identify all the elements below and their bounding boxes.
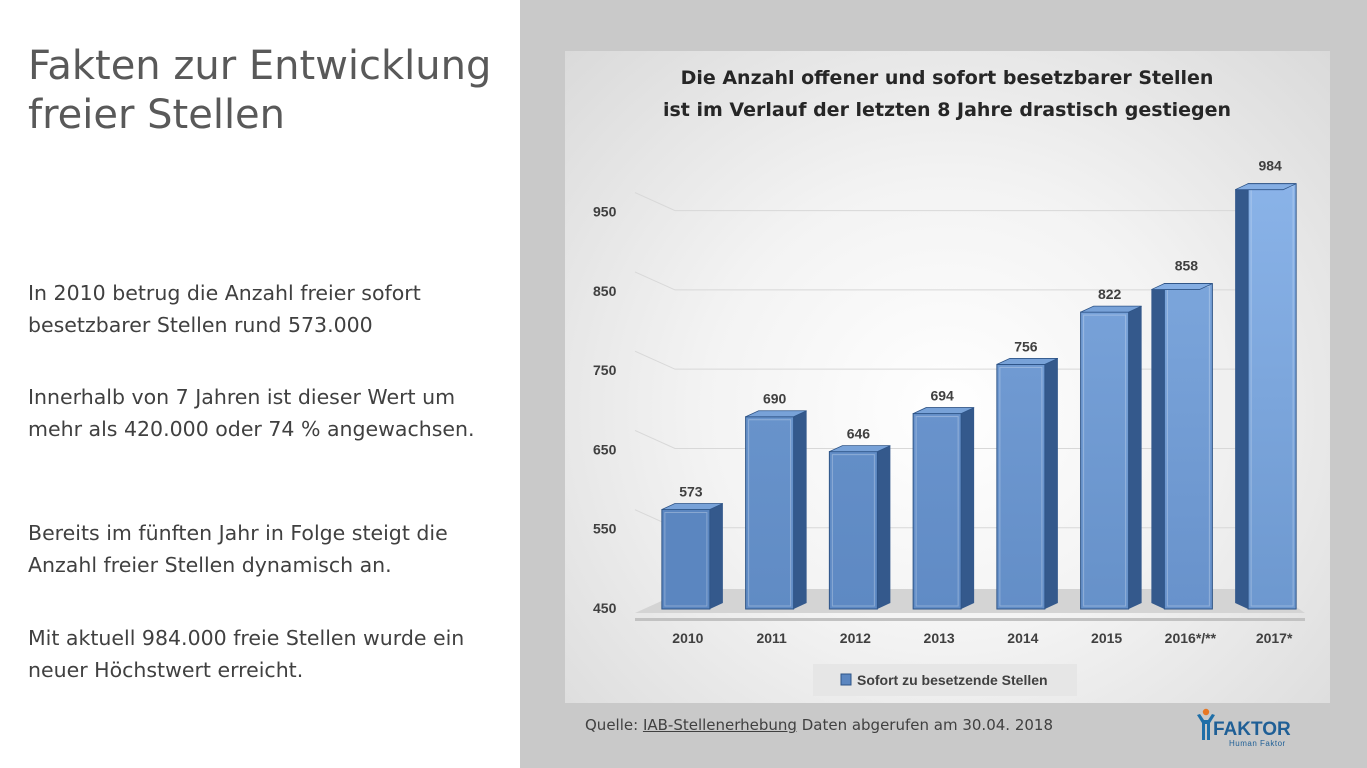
bar-top	[912, 407, 975, 414]
bar	[996, 363, 1046, 610]
data-label: 694	[930, 388, 954, 404]
text-panel: Fakten zur Entwicklung freier Stellen In…	[0, 0, 520, 768]
paragraph-2010: In 2010 betrug die Anzahl freier sofort …	[28, 281, 421, 337]
y-tick-label: 550	[593, 521, 617, 537]
x-tick-label: 2011	[756, 630, 787, 646]
bar	[912, 413, 962, 610]
bar-highlight	[915, 416, 959, 607]
gridline	[634, 271, 1270, 291]
figure-icon	[1197, 708, 1215, 740]
data-label: 646	[847, 426, 871, 442]
paragraph-growth: Innerhalb von 7 Jahren ist dieser Wert u…	[28, 385, 475, 441]
bar-side	[877, 445, 891, 609]
legend-box	[813, 664, 1077, 696]
bar-top	[745, 410, 807, 418]
bar-2012	[828, 445, 891, 610]
paragraph-record: Mit aktuell 984.000 freie Stellen wurde …	[28, 626, 465, 682]
data-label: 756	[1014, 338, 1038, 354]
bar-side	[793, 410, 807, 609]
y-tick-label: 950	[593, 204, 617, 220]
x-tick-label: 2010	[672, 630, 703, 646]
bar	[828, 451, 878, 610]
bar-2016	[1151, 283, 1213, 610]
gridline	[634, 350, 1270, 370]
chart-title-line: ist im Verlauf der letzten 8 Jahre drast…	[663, 99, 1231, 121]
bar-chart: 450 550 650 750 850 950 573 2010 690 2011 646 2012 6…	[593, 67, 1305, 696]
chart-title-line: Die Anzahl offener und sofort besetzbare…	[681, 67, 1214, 89]
gridline	[634, 192, 1270, 212]
bar-top	[1234, 183, 1297, 191]
bar-top	[829, 445, 891, 453]
bar-2015	[1080, 305, 1142, 610]
x-tick-label: 2017*	[1256, 630, 1293, 646]
source-suffix: Daten abgerufen am 30.04. 2018	[796, 716, 1053, 734]
bar-highlight	[999, 366, 1043, 607]
slide-title: Fakten zur Entwicklung freier Stellen	[28, 43, 492, 138]
source-prefix: Quelle:	[585, 716, 643, 734]
bar	[1080, 311, 1130, 610]
bar-highlight	[1083, 314, 1127, 607]
y-tick-label: 850	[593, 283, 617, 299]
bar-top	[1151, 283, 1213, 290]
faktor-logo: FAKTOR Human Faktor	[1197, 708, 1291, 748]
y-tick-label: 450	[593, 600, 617, 616]
bar-2013	[912, 407, 975, 610]
bar-highlight	[664, 511, 708, 607]
bar-side	[709, 503, 723, 609]
bar	[1163, 283, 1213, 610]
bar-2011	[745, 410, 807, 610]
x-tick-label: 2014	[1007, 630, 1038, 646]
bar-side	[1044, 358, 1058, 609]
data-label: 858	[1175, 258, 1199, 274]
source-link[interactable]: IAB-Stellenerhebung	[642, 716, 797, 734]
bar-2017	[1234, 183, 1297, 610]
y-tick-label: 650	[593, 441, 617, 457]
bar-side	[1128, 306, 1142, 609]
data-label: 573	[679, 483, 703, 499]
bar-2014	[996, 358, 1059, 610]
bar-top	[1080, 305, 1142, 313]
data-label: 822	[1098, 286, 1122, 302]
data-label: 690	[763, 391, 787, 407]
bar	[745, 416, 795, 610]
bar-2010	[661, 503, 724, 610]
x-tick-label: 2012	[840, 630, 871, 646]
source-note: Quelle: IAB-Stellenerhebung Daten abgeru…	[585, 716, 1053, 734]
bar	[1247, 183, 1297, 610]
x-tick-label: 2015	[1091, 630, 1122, 646]
logo-tagline: Human Faktor	[1229, 739, 1286, 748]
bar-top	[996, 358, 1059, 365]
y-tick-label: 750	[593, 362, 617, 378]
chart-area: 450 550 650 750 850 950 573 2010 690 2011 646 2012 6…	[565, 51, 1330, 703]
x-tick-label: 2016*/**	[1165, 630, 1217, 646]
legend-swatch	[840, 673, 852, 686]
bar-highlight	[831, 454, 875, 607]
legend-label: Sofort zu besetzende Stellen	[857, 672, 1048, 688]
bar-top	[661, 503, 724, 510]
logo-wordmark: FAKTOR	[1213, 719, 1291, 740]
x-tick-label: 2013	[924, 630, 955, 646]
bar	[661, 508, 711, 610]
bar-side	[961, 407, 975, 609]
bar-highlight	[748, 419, 792, 607]
chart-floor-edge	[635, 618, 1305, 621]
paragraph-trend: Bereits im fünften Jahr in Folge steigt …	[28, 521, 448, 577]
data-label: 984	[1258, 158, 1282, 174]
bar-side	[1235, 183, 1249, 609]
bar-side	[1151, 283, 1165, 609]
gridline	[634, 429, 1270, 449]
